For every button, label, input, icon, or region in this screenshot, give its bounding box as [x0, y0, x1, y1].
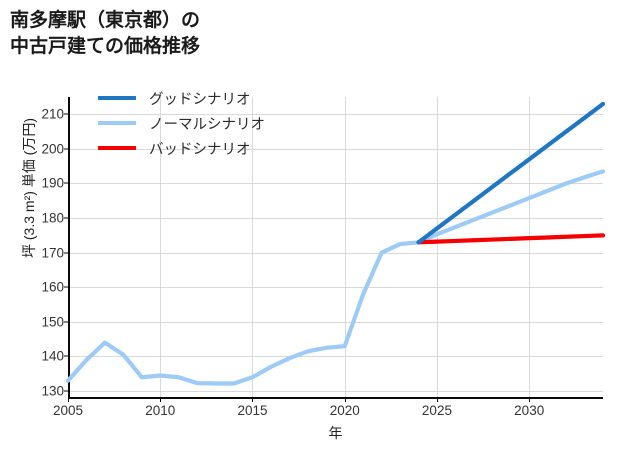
y-tick-mark	[64, 217, 68, 219]
legend-color-swatch	[98, 121, 136, 125]
y-tick-mark	[64, 355, 68, 357]
gridline-vertical	[160, 97, 162, 398]
y-tick-mark	[64, 321, 68, 323]
x-tick-mark	[344, 398, 346, 402]
series-line	[416, 101, 606, 245]
x-tick-mark	[160, 398, 162, 402]
x-tick-label: 2020	[329, 403, 360, 418]
plot-area	[65, 97, 606, 399]
x-tick-mark	[68, 398, 69, 402]
y-tick-label: 200	[41, 141, 64, 157]
page-title: 南多摩駅（東京都）の 中古戸建ての価格推移	[10, 10, 201, 57]
x-tick-mark	[436, 398, 438, 402]
chart-series-layer	[65, 101, 606, 386]
gridline-horizontal	[68, 148, 603, 150]
y-tick-label: 190	[41, 175, 64, 191]
y-tick-mark	[64, 252, 68, 254]
gridline-vertical	[252, 97, 254, 398]
x-axis-line	[68, 397, 603, 399]
y-tick-label: 130	[41, 383, 64, 399]
x-tick-label: 2010	[145, 403, 176, 418]
legend-color-swatch	[98, 96, 136, 100]
x-axis-title: 年	[328, 425, 343, 441]
gridline-horizontal	[68, 252, 603, 254]
legend-item-label: グッドシナリオ	[149, 91, 251, 108]
y-axis-title: 坪 (3.3 m²) 単価 (万円)	[21, 118, 37, 258]
y-tick-label: 210	[41, 106, 64, 122]
series-line	[416, 233, 606, 245]
x-tick-label: 2005	[52, 403, 84, 418]
legend-color-swatch	[98, 146, 136, 150]
y-tick-label: 180	[41, 210, 64, 226]
gridline-horizontal	[68, 321, 603, 323]
gridline-horizontal	[68, 183, 603, 185]
gridline-vertical	[529, 97, 531, 398]
x-tick-mark	[529, 398, 531, 402]
legend-item: グッドシナリオ	[98, 90, 265, 108]
y-tick-mark	[64, 182, 68, 184]
x-tick-label: 2025	[421, 403, 452, 418]
gridline-horizontal	[68, 356, 603, 358]
y-tick-label: 160	[41, 279, 64, 295]
gridline-horizontal	[68, 287, 603, 289]
x-axis-tick-labels: 2005 2010 2015 2020 2025 2030	[53, 403, 603, 423]
legend-item: バッドシナリオ	[98, 140, 265, 158]
y-axis-line	[68, 97, 70, 398]
gridline-horizontal	[68, 114, 603, 116]
chart-legend: グッドシナリオ ノーマルシナリオ バッドシナリオ	[98, 90, 265, 158]
x-tick-label: 2030	[514, 403, 545, 418]
y-tick-mark	[64, 390, 68, 392]
gridline-horizontal	[68, 218, 603, 220]
y-tick-label: 170	[41, 245, 64, 261]
y-tick-label: 140	[41, 348, 64, 364]
y-tick-mark	[64, 113, 68, 115]
gridline-vertical	[436, 97, 438, 398]
y-axis-tick-labels: 130 140 150 160 170 180 190 200 210	[14, 97, 64, 399]
series-line	[65, 169, 606, 386]
x-tick-mark	[252, 398, 254, 402]
y-tick-label: 150	[41, 314, 64, 330]
gridline-vertical	[344, 97, 346, 398]
x-tick-label: 2015	[237, 403, 268, 418]
legend-item-label: バッドシナリオ	[149, 141, 251, 158]
y-tick-mark	[64, 286, 68, 288]
y-tick-mark	[64, 148, 68, 150]
legend-item: ノーマルシナリオ	[98, 115, 265, 133]
legend-item-label: ノーマルシナリオ	[149, 116, 265, 133]
gridline-horizontal	[68, 391, 603, 393]
